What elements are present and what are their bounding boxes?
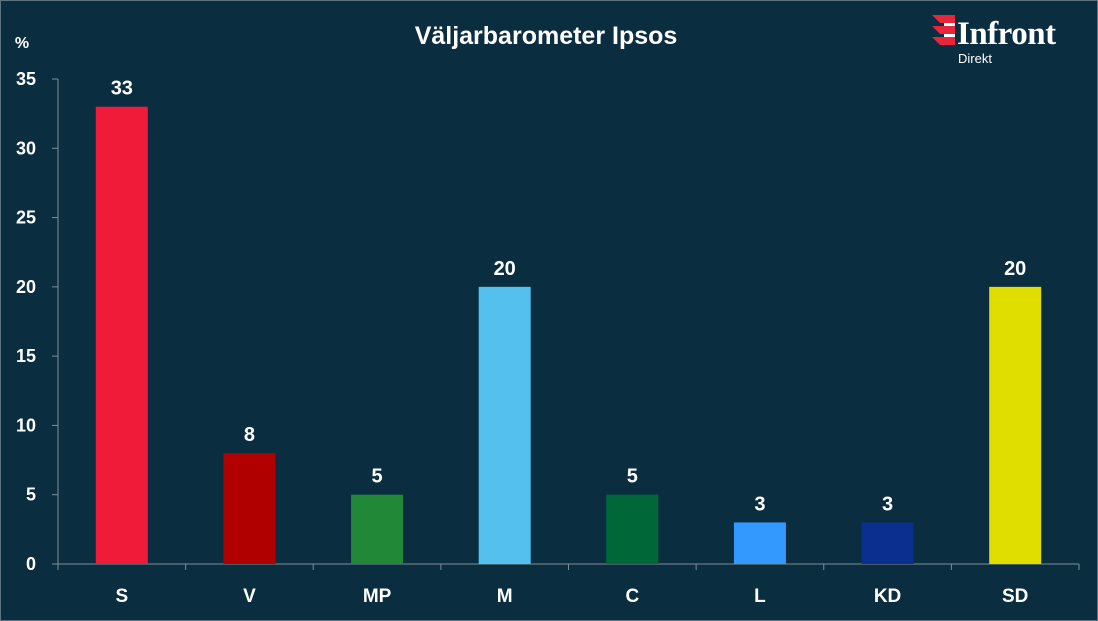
- data-label: 8: [244, 424, 255, 446]
- bar-mp: [351, 494, 404, 564]
- y-tick-label: 0: [26, 554, 36, 574]
- infront-logo-wordmark: Infront: [957, 16, 1056, 52]
- infront-logo-mark-icon: [932, 15, 955, 45]
- y-tick-label: 15: [16, 346, 36, 366]
- y-axis-unit-label: %: [15, 35, 29, 52]
- x-tick-label: V: [243, 586, 256, 607]
- infront-logo-subtitle: Direkt: [958, 51, 992, 66]
- bar-v: [223, 453, 276, 564]
- data-label: 5: [627, 466, 638, 488]
- bar-l: [733, 522, 786, 564]
- y-tick-label: 5: [26, 485, 36, 505]
- bar-s: [95, 106, 148, 564]
- data-label: 20: [494, 258, 516, 280]
- bar-c: [606, 494, 659, 564]
- x-tick-label: MP: [363, 586, 392, 607]
- x-tick-label: L: [754, 586, 766, 607]
- x-tick-label: KD: [874, 586, 901, 607]
- x-tick-label: SD: [1002, 586, 1028, 607]
- y-tick-label: 35: [16, 69, 36, 89]
- infront-logo: Infront Direkt: [930, 14, 1090, 70]
- y-tick-label: 20: [16, 277, 36, 297]
- x-tick-label: S: [115, 586, 128, 607]
- data-label: 33: [111, 78, 133, 100]
- data-label: 3: [754, 493, 765, 515]
- chart-title: Väljarbarometer Ipsos: [415, 22, 678, 50]
- x-tick-label: M: [497, 586, 513, 607]
- bar-m: [478, 286, 531, 564]
- data-label: 5: [372, 466, 383, 488]
- bar-sd: [989, 286, 1042, 564]
- x-tick-label: C: [625, 586, 639, 607]
- data-label: 3: [882, 493, 893, 515]
- y-tick-label: 30: [16, 138, 36, 158]
- y-tick-label: 10: [16, 415, 36, 435]
- data-label: 20: [1004, 258, 1026, 280]
- bar-kd: [861, 522, 914, 564]
- y-tick-label: 25: [16, 208, 36, 228]
